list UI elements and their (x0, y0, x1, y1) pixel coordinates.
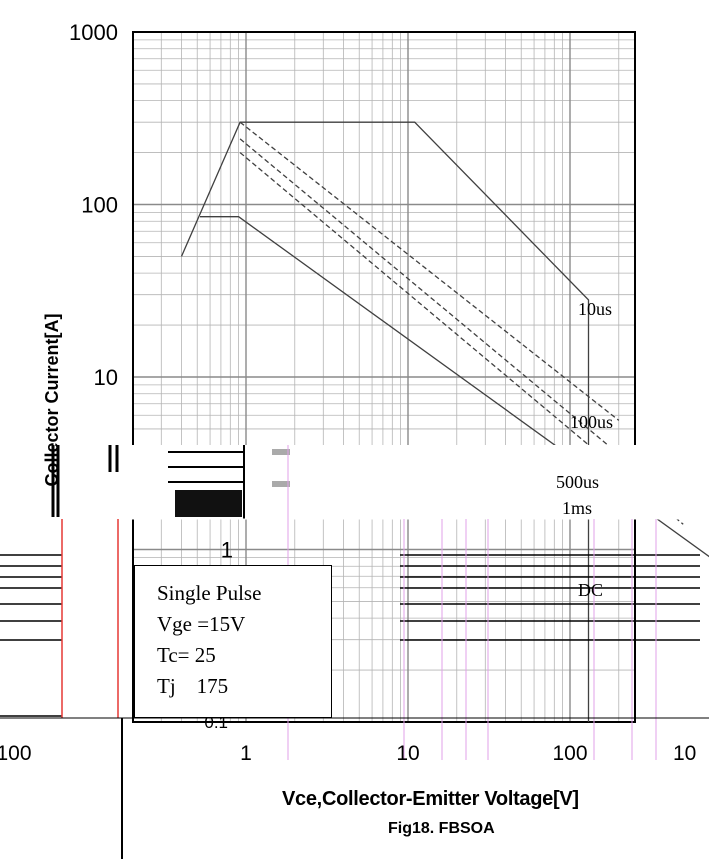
series-label-1ms: 1ms (562, 498, 592, 518)
y-tick-label: 100 (81, 193, 118, 218)
series-label-dc: DC (578, 580, 603, 600)
artifact-band (0, 445, 709, 859)
note-line-1: Single Pulse (157, 581, 262, 605)
note-line-3: Tc= 25 (157, 643, 216, 667)
x-tick-label: 1 (240, 742, 252, 765)
plot-border (132, 31, 636, 723)
x-tick-label: 10 (673, 742, 696, 765)
x-axis-label: Vce,Collector-Emitter Voltage[V] (282, 788, 579, 810)
note-line-2: Vge =15V (157, 612, 246, 636)
figure-caption: Fig18. FBSOA (388, 820, 495, 837)
curve-10us (180, 121, 590, 722)
curve-500us (239, 138, 648, 479)
y-tick-label: 10 (94, 365, 118, 390)
x-tick-label: 100 (552, 742, 587, 765)
series-label-100us: 100us (570, 412, 613, 432)
y-tick-label: 1 (221, 538, 233, 563)
series-labels: 10us 100us 500us 1ms DC (556, 299, 613, 600)
note-line-4: Tj 175 (157, 674, 229, 698)
series-label-500us: 500us (556, 472, 599, 492)
y-tick-label: 1000 (69, 20, 118, 45)
curve-100us (239, 121, 620, 421)
x-tick-label: 100 (0, 742, 32, 765)
x-tick-labels: 100 1 10 100 10 (0, 742, 696, 765)
y-axis-label: Collector Current[A] (42, 313, 62, 486)
series-label-10us: 10us (578, 299, 612, 319)
pulse-conditions-box: Single Pulse Vge =15V Tc= 25 Tj 175 (134, 565, 332, 718)
x-tick-label: 10 (396, 742, 419, 765)
